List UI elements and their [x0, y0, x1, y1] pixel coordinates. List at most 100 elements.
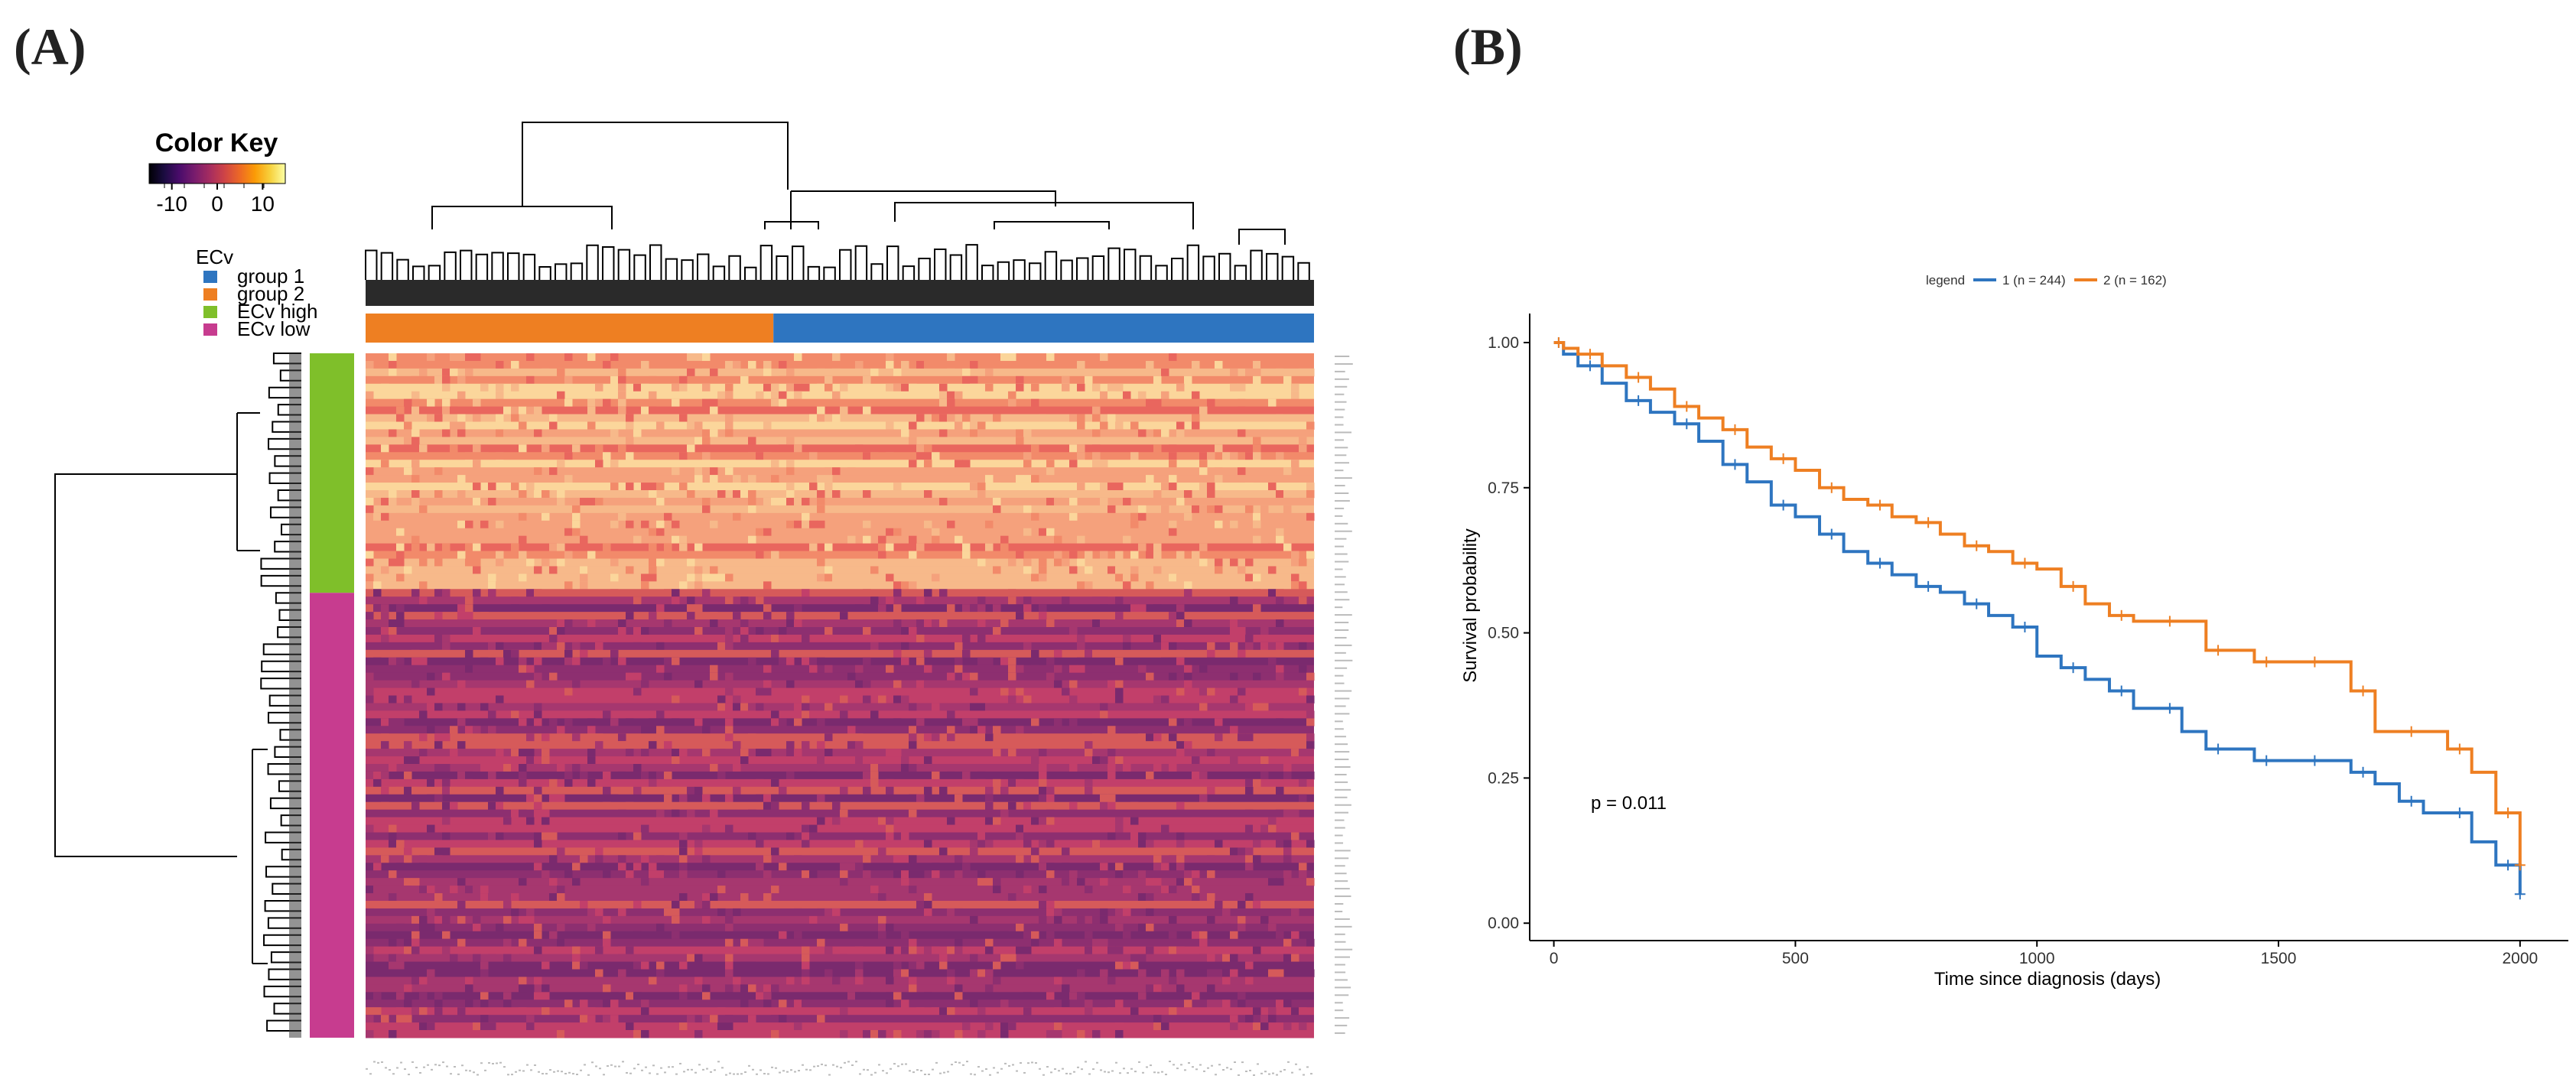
heatmap-cell	[610, 794, 619, 803]
heatmap-cell	[962, 672, 971, 681]
heatmap-cell	[725, 604, 733, 613]
heatmap-cell	[733, 977, 741, 985]
heatmap-cell	[572, 505, 581, 514]
heatmap-cell	[396, 1007, 405, 1016]
heatmap-cell	[664, 764, 672, 772]
column-dendrogram-leaf-branch	[1139, 255, 1153, 280]
heatmap-cell	[916, 360, 925, 369]
heatmap-row	[366, 398, 1314, 408]
heatmap-cell	[572, 520, 581, 529]
column-label-mark	[557, 1070, 559, 1072]
heatmap-cell	[442, 695, 450, 704]
heatmap-cell	[1260, 915, 1269, 925]
heatmap-cell	[1092, 756, 1101, 765]
heatmap-cell	[771, 406, 779, 415]
heatmap-cell	[633, 680, 642, 689]
heatmap-cell	[549, 642, 558, 651]
heatmap-cell	[1268, 566, 1277, 574]
heatmap-cell	[656, 961, 665, 970]
heatmap-cell	[725, 429, 733, 437]
heatmap-cell	[442, 901, 450, 909]
heatmap-cell	[557, 490, 565, 499]
heatmap-cell	[389, 718, 397, 726]
heatmap-cell	[756, 863, 764, 871]
heatmap-cell	[1215, 574, 1223, 582]
heatmap-cell	[985, 786, 994, 795]
heatmap-row	[366, 604, 1314, 613]
heatmap-cell	[1123, 961, 1131, 970]
heatmap-cell	[1245, 581, 1254, 590]
heatmap-cell	[733, 908, 741, 917]
heatmap-cell	[656, 771, 665, 780]
heatmap-cell	[909, 437, 917, 445]
column-label-mark	[633, 1068, 636, 1070]
heatmap-cell	[427, 923, 435, 932]
heatmap-cell	[656, 483, 665, 491]
heatmap-cell	[580, 999, 588, 1008]
column-label-mark	[997, 1071, 999, 1074]
heatmap-cell	[649, 778, 657, 788]
heatmap-cell	[947, 771, 955, 780]
heatmap-cell	[1268, 1007, 1277, 1016]
heatmap-cell	[427, 778, 435, 788]
heatmap-cell	[1130, 741, 1139, 749]
row-label-mark	[1335, 606, 1343, 609]
heatmap-cell	[993, 749, 1001, 757]
heatmap-cell	[1146, 581, 1154, 590]
heatmap-cell	[396, 574, 405, 582]
heatmap-cell	[924, 840, 932, 848]
heatmap-cell	[1100, 551, 1108, 559]
heatmap-cell	[534, 475, 542, 483]
heatmap-cell	[939, 1007, 948, 1016]
heatmap-cell	[1291, 1007, 1299, 1016]
heatmap-cell	[909, 634, 917, 643]
heatmap-cell	[557, 558, 565, 567]
heatmap-cell	[710, 467, 718, 476]
heatmap-cell	[404, 984, 412, 993]
heatmap-cell	[496, 801, 504, 811]
heatmap-cell	[1107, 977, 1116, 985]
heatmap-cell	[702, 437, 711, 445]
heatmap-cell	[411, 360, 420, 369]
column-label-mark	[389, 1069, 391, 1071]
heatmap-cell	[1192, 391, 1200, 400]
heatmap-cell	[1276, 589, 1284, 597]
heatmap-cell	[404, 946, 412, 955]
column-label-mark	[526, 1064, 529, 1066]
heatmap-cell	[595, 908, 603, 917]
heatmap-cell	[411, 915, 420, 925]
heatmap-cell	[1039, 915, 1047, 925]
heatmap-cell	[939, 398, 948, 408]
row-label-mark	[1335, 743, 1348, 746]
km-y-tick-label: 0.25	[1488, 769, 1519, 787]
column-label-mark	[1199, 1064, 1202, 1066]
heatmap-cell	[710, 809, 718, 818]
heatmap-cell	[878, 551, 886, 559]
heatmap-cell	[641, 1007, 649, 1016]
heatmap-cell	[840, 695, 848, 704]
row-label-mark	[1335, 591, 1348, 593]
heatmap-cell	[863, 452, 871, 460]
heatmap-cell	[863, 771, 871, 780]
heatmap-cell	[457, 612, 466, 620]
heatmap-cell	[1046, 870, 1055, 879]
heatmap-cell	[1107, 680, 1116, 689]
heatmap-cell	[977, 870, 986, 879]
km-y-tick-label: 1.00	[1488, 334, 1519, 352]
heatmap-cell	[1000, 353, 1009, 362]
heatmap-cell	[381, 604, 389, 613]
column-label-mark	[400, 1061, 402, 1064]
heatmap-cell	[419, 915, 428, 925]
heatmap-cell	[840, 406, 848, 415]
heatmap-cell	[1069, 870, 1078, 879]
column-label-mark	[813, 1065, 815, 1068]
heatmap-cell	[687, 421, 695, 430]
heatmap-cell	[1238, 627, 1246, 635]
row-label-mark	[1335, 933, 1345, 935]
heatmap-cell	[503, 915, 512, 925]
heatmap-row	[366, 733, 1314, 742]
heatmap-cell	[1291, 931, 1299, 940]
heatmap-cell	[863, 695, 871, 704]
heatmap-cell	[687, 520, 695, 529]
